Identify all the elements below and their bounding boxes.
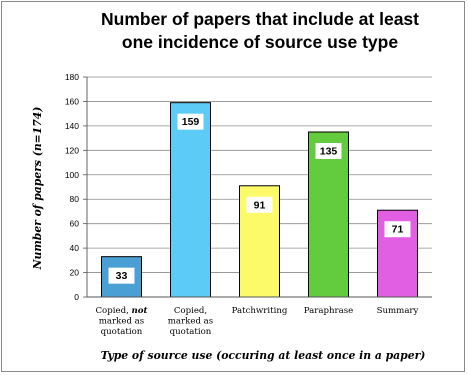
data-label-box [177,113,204,130]
data-label: 159 [182,116,200,128]
x-tick-label: marked as [168,317,213,327]
x-tick-label: quotation [101,327,143,337]
data-label: 135 [320,146,338,158]
x-tick-label: Copied, [174,306,207,316]
chart-title-line-2: one incidence of source use type [121,32,399,52]
y-tick-label: 60 [70,219,80,229]
bar [170,102,211,298]
y-tick-label: 20 [70,268,80,278]
y-axis-title: Number of papers (n=174) [31,107,44,271]
y-tick-label: 120 [65,145,79,155]
x-tick-label: Paraphrase [304,306,354,316]
x-axis-title: Type of source use (occuring at least on… [101,349,426,362]
data-label: 33 [116,270,128,282]
data-label: 71 [392,224,404,236]
y-tick-label: 180 [65,72,79,82]
x-tick-label: Patchwriting [232,306,288,316]
data-label: 91 [254,199,266,211]
chart-title: Number of papers that include at least o… [60,8,460,54]
x-tick-label: marked as [99,317,144,327]
x-tick-label: Summary [377,306,419,316]
chart-title-line-1: Number of papers that include at least [101,9,419,29]
bar [308,131,349,298]
data-label-box [108,267,135,284]
data-label-box [246,196,273,213]
y-tick-label: 0 [74,292,79,302]
data-label-box [384,221,411,238]
y-tick-label: 100 [65,170,79,180]
y-tick-label: 160 [65,96,79,106]
y-tick-label: 40 [70,243,80,253]
data-label-box [315,143,342,159]
y-tick-label: 140 [65,121,79,131]
x-tick-label: Copied, not [95,306,147,316]
y-tick-label: 80 [70,194,80,204]
bars [101,102,418,298]
x-tick-label: quotation [170,327,212,337]
axes [83,76,432,298]
